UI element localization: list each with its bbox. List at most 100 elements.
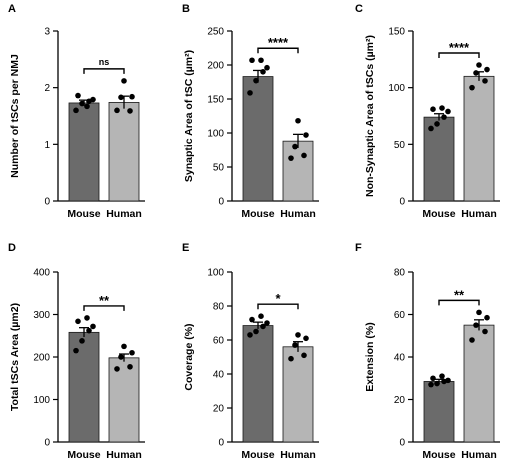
y-tick-label: 100 bbox=[388, 83, 405, 94]
data-point bbox=[445, 108, 451, 115]
panel-letter: C bbox=[355, 3, 363, 15]
category-label: Human bbox=[280, 449, 316, 461]
data-point bbox=[79, 100, 85, 107]
bar-human bbox=[108, 102, 140, 202]
y-axis-label: Extension (%) bbox=[364, 322, 376, 391]
data-point bbox=[303, 335, 309, 342]
data-point bbox=[258, 57, 264, 64]
data-point bbox=[118, 354, 124, 360]
y-tick-label: 80 bbox=[213, 302, 225, 313]
y-tick-label: 100 bbox=[33, 395, 50, 406]
category-label: Mouse bbox=[241, 449, 274, 461]
significance-label: * bbox=[275, 291, 281, 306]
category-label: Mouse bbox=[422, 449, 455, 461]
data-point bbox=[114, 366, 120, 372]
significance-label: ns bbox=[99, 57, 110, 67]
data-point bbox=[473, 70, 479, 76]
panel-letter: A bbox=[8, 3, 16, 15]
y-tick-label: 60 bbox=[394, 310, 406, 321]
significance-label: ** bbox=[454, 287, 465, 302]
data-point bbox=[114, 107, 120, 114]
data-point bbox=[476, 309, 482, 316]
y-tick-label: 0 bbox=[218, 438, 224, 449]
y-tick-label: 40 bbox=[394, 353, 406, 364]
y-tick-label: 250 bbox=[207, 27, 224, 38]
data-point bbox=[484, 314, 490, 321]
data-point bbox=[441, 114, 447, 120]
y-tick-label: 60 bbox=[213, 336, 225, 347]
significance-bracket bbox=[257, 47, 299, 54]
y-tick-label: 1 bbox=[44, 140, 50, 151]
data-point bbox=[90, 96, 96, 103]
significance-bracket bbox=[438, 299, 480, 306]
data-point bbox=[84, 103, 90, 110]
y-tick-label: 0 bbox=[399, 438, 405, 449]
bar-mouse bbox=[242, 325, 274, 443]
y-axis-label: Total tSCs Area (µm2) bbox=[9, 303, 21, 411]
y-tick-label: 3 bbox=[44, 27, 50, 38]
significance-label: **** bbox=[268, 35, 289, 50]
category-label: Mouse bbox=[422, 208, 455, 220]
panel-B: B Synaptic Area of tSC (µm²) 0 50 100 150 200 2… bbox=[182, 3, 319, 220]
data-point bbox=[482, 328, 488, 335]
y-axis-label: Number of tSCs per NMJ bbox=[9, 54, 21, 178]
y-tick-label: 0 bbox=[218, 197, 224, 208]
significance-label: ** bbox=[99, 293, 110, 308]
category-label: Mouse bbox=[67, 449, 100, 461]
data-point bbox=[301, 152, 307, 159]
data-point bbox=[247, 90, 253, 96]
panel-C: C Non-Synaptic Area of tSCs (µm²) 0 50 100 15… bbox=[355, 3, 500, 220]
data-point bbox=[127, 363, 133, 370]
y-tick-label: 2 bbox=[44, 83, 50, 94]
data-point bbox=[86, 327, 92, 334]
y-tick-label: 0 bbox=[44, 438, 50, 449]
data-point bbox=[260, 69, 266, 75]
panel-letter: E bbox=[182, 242, 189, 254]
data-point bbox=[428, 125, 434, 132]
data-point bbox=[90, 323, 96, 330]
data-point bbox=[473, 322, 479, 328]
data-point bbox=[482, 78, 488, 84]
significance-bracket bbox=[257, 303, 299, 310]
y-axis-label: Coverage (%) bbox=[183, 323, 195, 390]
panel-F: F Extension (%) 0 20 40 60 80 Mouse Human ** bbox=[355, 242, 500, 461]
data-point bbox=[430, 375, 436, 382]
data-point bbox=[253, 77, 259, 84]
data-point bbox=[121, 343, 127, 350]
data-point bbox=[247, 332, 253, 338]
panel-A: A Number of tSCs per NMJ 0 1 2 3 Mouse Human ns bbox=[8, 3, 145, 220]
panel-D: D Total tSCs Area (µm2) 0 100 200 300 400 Mouse… bbox=[8, 242, 145, 461]
panel-letter: B bbox=[182, 3, 190, 15]
data-point bbox=[301, 352, 307, 359]
y-tick-label: 50 bbox=[213, 163, 225, 174]
category-label: Human bbox=[461, 208, 497, 220]
category-label: Human bbox=[106, 208, 142, 220]
y-tick-label: 150 bbox=[388, 27, 405, 38]
data-point bbox=[445, 377, 451, 384]
data-point bbox=[439, 373, 445, 379]
data-point bbox=[295, 332, 301, 338]
data-point bbox=[428, 381, 434, 388]
data-point bbox=[258, 313, 264, 320]
data-point bbox=[469, 84, 475, 91]
data-point bbox=[129, 349, 135, 356]
data-point bbox=[129, 93, 135, 100]
data-point bbox=[288, 155, 294, 161]
data-point bbox=[127, 108, 133, 114]
y-tick-label: 200 bbox=[33, 353, 50, 364]
bar-mouse bbox=[423, 381, 455, 443]
data-point bbox=[434, 380, 440, 387]
y-tick-label: 20 bbox=[394, 395, 406, 406]
category-label: Human bbox=[461, 449, 497, 461]
y-tick-label: 100 bbox=[207, 268, 224, 279]
data-point bbox=[484, 66, 490, 73]
y-tick-label: 0 bbox=[44, 197, 50, 208]
y-axis-label: Synaptic Area of tSC (µm²) bbox=[183, 50, 195, 182]
bar-mouse bbox=[423, 116, 455, 202]
y-tick-label: 20 bbox=[213, 404, 225, 415]
bar-human bbox=[282, 346, 314, 443]
data-point bbox=[121, 78, 127, 84]
significance-bracket bbox=[83, 68, 125, 74]
data-point bbox=[84, 315, 90, 321]
y-tick-label: 400 bbox=[33, 268, 50, 279]
